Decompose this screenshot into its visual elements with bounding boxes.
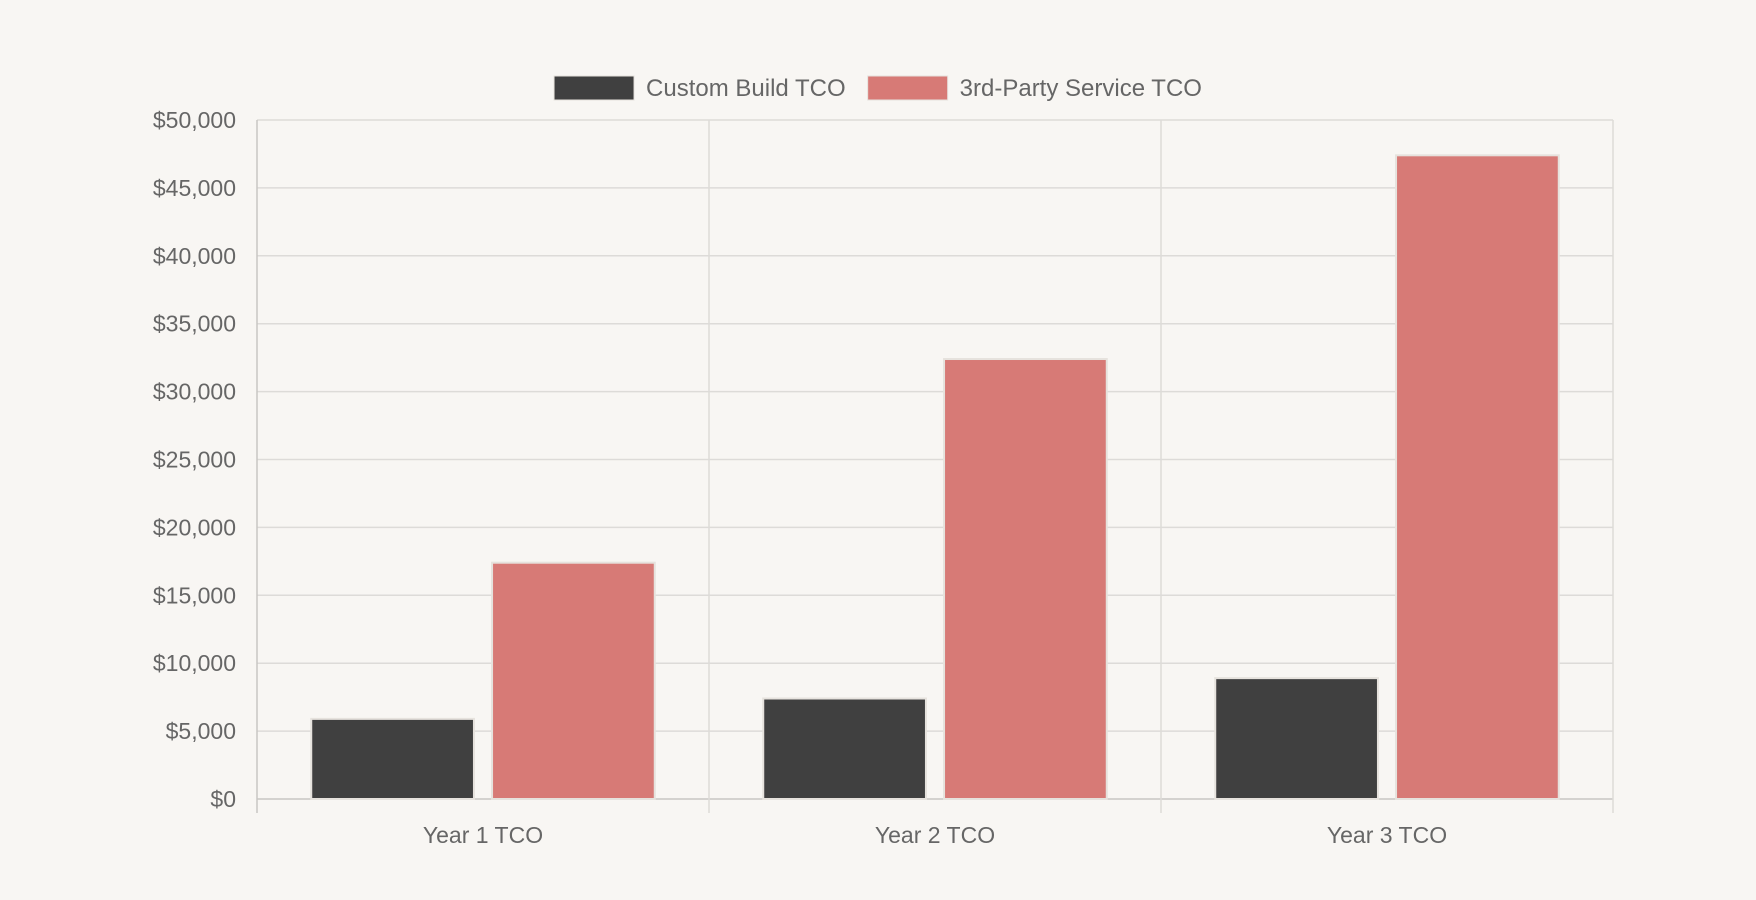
bar — [943, 358, 1108, 800]
y-tick-label: $0 — [210, 786, 236, 812]
y-axis: $0 $5,000 $10,000 $15,000 $20,000 $25,000 $30,… — [153, 107, 236, 812]
y-tick-label: $25,000 — [153, 447, 236, 473]
bar — [310, 717, 475, 800]
y-tick-label: $35,000 — [153, 311, 236, 337]
y-tick-label: $15,000 — [153, 582, 236, 608]
y-tick-label: $20,000 — [153, 514, 236, 540]
chart-bars — [310, 154, 1560, 801]
chart-grid — [256, 119, 1614, 813]
legend-item[interactable]: 3rd-Party Service TCO — [867, 75, 1202, 102]
x-tick-label: Year 2 TCO — [875, 822, 995, 848]
x-tick-label: Year 1 TCO — [423, 822, 543, 848]
bar — [1395, 154, 1560, 801]
chart-legend: Custom Build TCO 3rd-Party Service TCO — [553, 75, 1202, 102]
x-axis: Year 1 TCO Year 2 TCO Year 3 TCO — [423, 822, 1447, 848]
y-tick-label: $45,000 — [153, 175, 236, 201]
legend-swatch — [867, 75, 949, 101]
y-tick-label: $50,000 — [153, 107, 236, 133]
y-tick-label: $10,000 — [153, 650, 236, 676]
bar — [491, 561, 656, 801]
legend-label: 3rd-Party Service TCO — [960, 75, 1202, 102]
legend-label: Custom Build TCO — [646, 75, 846, 102]
y-tick-label: $5,000 — [166, 718, 236, 744]
legend-swatch — [553, 75, 635, 101]
bar — [762, 697, 927, 800]
legend-item[interactable]: Custom Build TCO — [553, 75, 846, 102]
bar — [1214, 677, 1379, 800]
y-tick-label: $40,000 — [153, 243, 236, 269]
y-tick-label: $30,000 — [153, 379, 236, 405]
x-tick-label: Year 3 TCO — [1327, 822, 1447, 848]
